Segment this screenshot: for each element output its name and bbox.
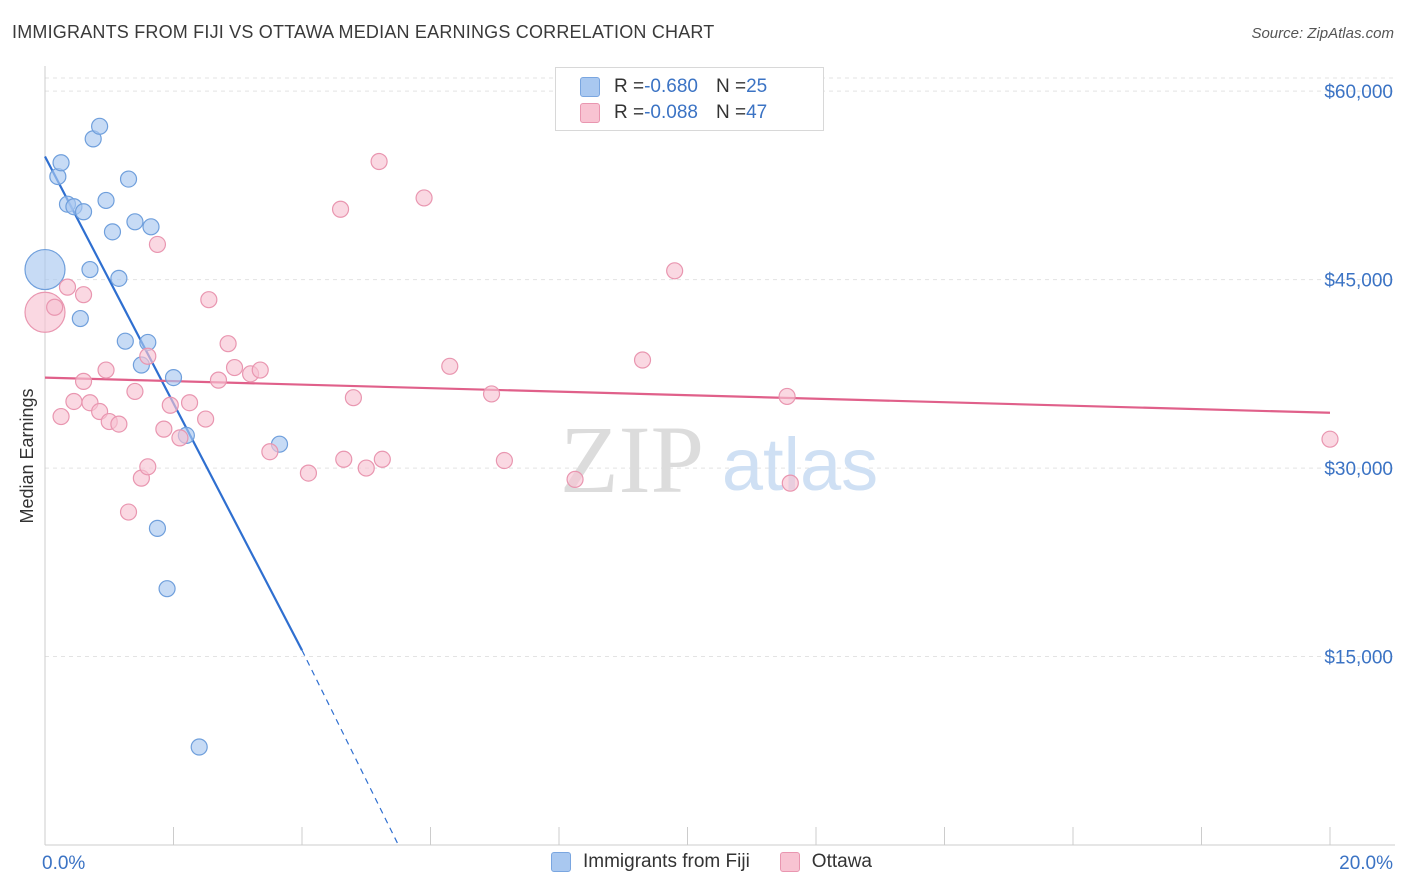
point-ottawa [180, 394, 199, 412]
x-tick-label-min: 0.0% [42, 853, 85, 874]
point-ottawa [666, 262, 684, 280]
chart-title: IMMIGRANTS FROM FIJI VS OTTAWA MEDIAN EA… [12, 22, 715, 42]
watermark-zip: ZIP [560, 406, 704, 513]
y-tick-label: $15,000 [1324, 648, 1393, 669]
point-fiji [97, 191, 115, 210]
series-label-fiji: Immigrants from Fiji [583, 851, 750, 872]
point-ottawa [299, 464, 318, 482]
point-ottawa [97, 361, 115, 379]
point-ottawa [344, 389, 362, 407]
point-ottawa [119, 503, 138, 521]
point-ottawa [65, 392, 83, 411]
point-ottawa [225, 358, 244, 377]
point-ottawa [261, 443, 279, 461]
point-ottawa [441, 357, 459, 375]
point-ottawa [58, 278, 77, 296]
point-ottawa [74, 372, 93, 390]
series-legend-ottawa[interactable]: Ottawa [779, 851, 872, 873]
series-swatch-fiji [551, 852, 571, 872]
axis-labels: $15,000 $30,000 $45,000 $60,000 0.0% 20.0% Med… [17, 82, 1393, 874]
watermark-atlas: atlas [722, 423, 878, 506]
x-tick-label-max: 20.0% [1339, 853, 1393, 874]
point-ottawa [161, 396, 179, 414]
point-ottawa [781, 474, 799, 492]
point-fiji [116, 332, 134, 350]
point-fiji [190, 738, 208, 756]
point-ottawa [373, 450, 391, 468]
point-ottawa [139, 458, 157, 476]
legend-r-value: -0.088 [644, 102, 698, 123]
legend-r-label: R = [614, 102, 645, 123]
y-tick-label: $30,000 [1324, 459, 1393, 480]
point-ottawa [197, 410, 215, 428]
legend-row-ottawa: R = -0.088 N = 47 [580, 100, 767, 126]
legend-r-label: R = [614, 76, 645, 97]
legend-row-fiji: R = -0.680 N = 25 [580, 74, 767, 100]
point-ottawa [171, 429, 189, 447]
point-ottawa [52, 407, 70, 426]
y-tick-label: $60,000 [1324, 82, 1393, 103]
series-legend: Immigrants from Fiji Ottawa [551, 851, 902, 873]
point-fiji [71, 309, 89, 328]
point-ottawa [251, 361, 269, 379]
axes [44, 66, 1395, 846]
y-tick-label: $45,000 [1324, 271, 1393, 292]
point-ottawa [1321, 430, 1339, 448]
source-label: Source: ZipAtlas.com [1251, 25, 1394, 42]
point-ottawa [495, 451, 513, 470]
point-fiji [142, 218, 160, 236]
point-fiji [126, 213, 144, 231]
legend-n-label: N = [715, 76, 747, 97]
point-ottawa [209, 371, 228, 389]
point-fiji [164, 369, 183, 387]
point-fiji [158, 580, 176, 598]
point-fiji [81, 260, 99, 279]
point-fiji [74, 203, 93, 221]
correlation-legend: R = -0.680 N = 25 R = -0.088 N = 47 [555, 67, 824, 131]
legend-r-value: -0.680 [644, 76, 698, 97]
point-fiji [148, 519, 167, 537]
legend-n-value: 25 [746, 76, 768, 97]
series-swatch-ottawa [779, 852, 800, 872]
point-ottawa [46, 298, 64, 316]
point-fiji [110, 269, 128, 287]
point-fiji [24, 248, 66, 291]
watermark: ZIP atlas [560, 406, 878, 513]
point-ottawa [148, 235, 167, 254]
point-ottawa [219, 335, 237, 353]
point-ottawa [357, 459, 375, 477]
series-legend-fiji[interactable]: Immigrants from Fiji [551, 851, 750, 873]
trend-line-ottawa [44, 376, 1331, 414]
point-ottawa [126, 382, 144, 401]
point-ottawa [110, 415, 128, 433]
point-ottawa [415, 189, 433, 207]
point-ottawa [370, 152, 388, 171]
data-points [24, 117, 1339, 756]
point-ottawa [74, 286, 93, 304]
point-ottawa [778, 387, 796, 406]
legend-n-value: 47 [746, 102, 768, 123]
point-ottawa [331, 200, 350, 218]
point-ottawa [482, 385, 501, 403]
legend-swatch-ottawa [580, 103, 600, 123]
point-ottawa [566, 470, 584, 488]
point-ottawa [139, 347, 157, 365]
point-fiji [119, 170, 138, 188]
point-ottawa [155, 420, 173, 438]
trend-line-fiji-extension [301, 649, 399, 846]
legend-swatch-fiji [580, 77, 600, 97]
point-fiji [91, 117, 109, 135]
point-fiji [52, 154, 70, 172]
legend-n-label: N = [715, 102, 747, 123]
point-ottawa [633, 351, 652, 369]
point-fiji [103, 223, 122, 241]
y-axis-title: Median Earnings [17, 388, 37, 523]
point-ottawa [200, 291, 218, 309]
point-ottawa [335, 450, 353, 468]
series-label-ottawa: Ottawa [811, 851, 872, 872]
